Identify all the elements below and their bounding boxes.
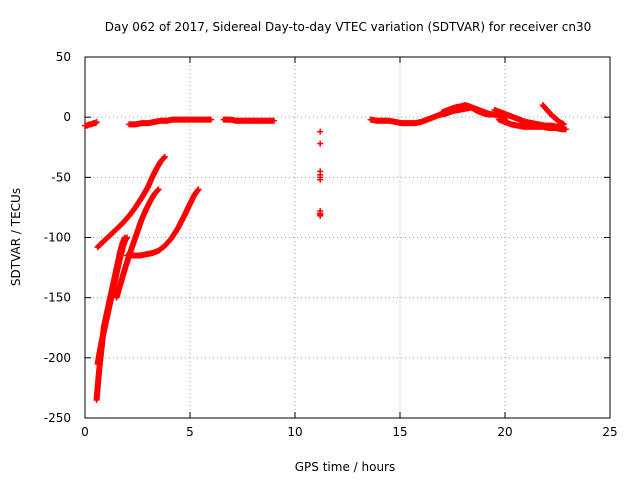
y-tick-label: -150	[44, 291, 71, 305]
x-tick-label: 25	[602, 425, 617, 439]
data-point	[195, 186, 202, 193]
data-point	[317, 128, 324, 135]
x-axis-label: GPS time / hours	[295, 460, 396, 474]
series-arc-g	[126, 116, 214, 128]
data-point	[124, 234, 130, 241]
x-tick-label: 15	[392, 425, 407, 439]
data-point	[562, 126, 569, 133]
y-tick-label: 50	[56, 50, 71, 64]
chart-title: Day 062 of 2017, Sidereal Day-to-day VTE…	[105, 20, 592, 34]
x-tick-label: 10	[287, 425, 302, 439]
series-arc-h	[220, 116, 277, 124]
y-tick-label: -200	[44, 351, 71, 365]
y-axis-label: SDTVAR / TECUs	[9, 188, 23, 286]
tick-layer: 0 5 10 15 20 25 -250 -200 -150 -100 -50 0 50	[44, 50, 618, 439]
x-tick-label: 0	[81, 425, 89, 439]
data-point	[317, 212, 324, 219]
y-tick-label: -250	[44, 411, 71, 425]
series-arc-d	[94, 153, 168, 251]
series-arc-c	[94, 234, 130, 367]
series-arc-a	[82, 118, 100, 129]
data-point	[317, 176, 324, 183]
series-isolated	[317, 128, 324, 219]
data-point	[155, 186, 162, 193]
data-point	[161, 153, 168, 160]
data-point	[208, 116, 214, 123]
plot-frame	[84, 56, 611, 419]
series-arc-m	[539, 102, 567, 128]
y-tick-label: 0	[63, 110, 71, 124]
series-arc-f	[124, 186, 202, 259]
grid-layer	[85, 57, 610, 418]
points-layer	[82, 102, 569, 403]
data-point	[93, 118, 100, 125]
x-tick-label: 5	[186, 425, 194, 439]
data-point	[317, 140, 324, 147]
series-arc-b	[93, 234, 128, 403]
series-arc-l	[495, 116, 569, 133]
y-tick-label: -100	[44, 231, 71, 245]
series-arc-e	[113, 186, 162, 301]
data-point	[560, 121, 567, 128]
y-tick-label: -50	[51, 170, 71, 184]
data-point	[271, 117, 277, 124]
x-tick-label: 20	[497, 425, 512, 439]
